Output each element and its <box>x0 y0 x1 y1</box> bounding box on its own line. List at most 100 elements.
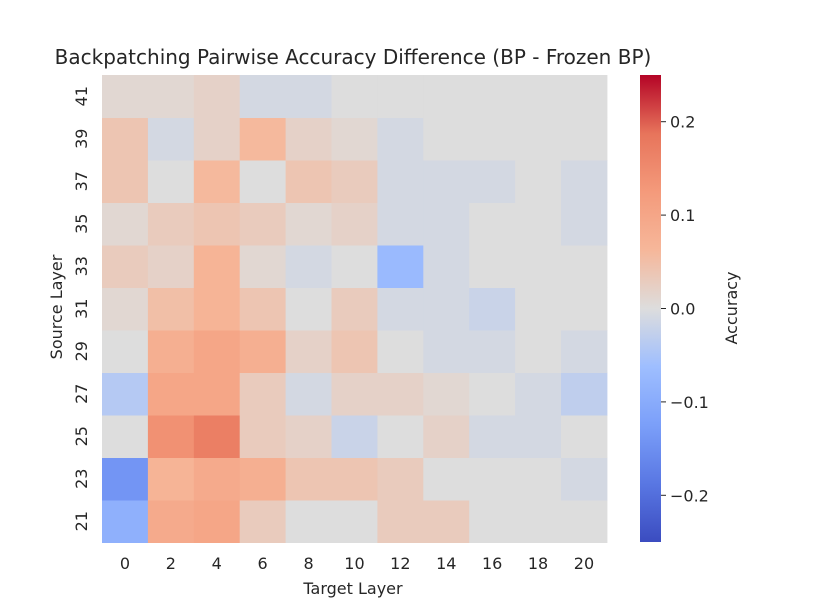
y-tick-label: 33 <box>72 256 91 276</box>
heatmap-cell-41-10 <box>331 75 378 118</box>
heatmap-cell-23-8 <box>285 457 332 501</box>
heatmap-cell-39-4 <box>193 117 241 161</box>
heatmap-cell-39-6 <box>239 117 287 161</box>
heatmap-cell-23-18 <box>515 457 562 501</box>
heatmap-cell-33-16 <box>469 245 516 288</box>
heatmap-cell-31-20 <box>561 287 608 331</box>
heatmap-cell-33-18 <box>515 245 562 288</box>
heatmap-cell-27-2 <box>147 372 195 416</box>
heatmap-cell-35-18 <box>515 202 562 246</box>
heatmap-cell-27-4 <box>193 372 241 416</box>
heatmap-cell-25-12 <box>377 415 424 458</box>
y-tick-label: 31 <box>72 299 91 319</box>
heatmap-cell-27-10 <box>331 372 378 416</box>
heatmap-cell-31-4 <box>193 287 241 331</box>
colorbar-tick-label: −0.2 <box>670 486 709 505</box>
heatmap-cell-23-2 <box>147 457 195 501</box>
heatmap-cell-31-0 <box>102 287 149 331</box>
heatmap-cell-29-12 <box>377 330 424 373</box>
heatmap-cell-41-4 <box>193 75 241 118</box>
colorbar-tick-label: 0.0 <box>670 300 695 319</box>
heatmap-cell-37-14 <box>423 160 470 203</box>
heatmap-cell-37-2 <box>147 160 195 203</box>
colorbar-tick-label: 0.1 <box>670 206 695 225</box>
heatmap-cell-41-0 <box>102 75 149 118</box>
heatmap-cell-31-8 <box>285 287 332 331</box>
heatmap-cell-27-16 <box>469 372 516 416</box>
heatmap-cell-41-18 <box>515 75 562 118</box>
x-tick-label: 18 <box>528 554 548 573</box>
y-tick-label: 25 <box>72 426 91 446</box>
heatmap-cell-21-6 <box>239 500 287 543</box>
x-tick-label: 16 <box>482 554 502 573</box>
heatmap-cell-25-0 <box>102 415 149 458</box>
heatmap-cell-27-8 <box>285 372 332 416</box>
x-tick-label: 14 <box>436 554 456 573</box>
y-axis-label: Source Layer <box>47 254 66 359</box>
heatmap-cell-35-12 <box>377 202 424 246</box>
heatmap-cell-25-18 <box>515 415 562 458</box>
heatmap-cell-31-12 <box>377 287 424 331</box>
heatmap-cell-23-4 <box>193 457 241 501</box>
heatmap-cell-25-10 <box>331 415 378 458</box>
heatmap-cell-29-0 <box>102 330 149 373</box>
heatmap-cell-39-20 <box>561 117 608 161</box>
heatmap-cell-27-6 <box>239 372 287 416</box>
heatmap-cell-29-4 <box>193 330 241 373</box>
heatmap-cell-21-8 <box>285 500 332 543</box>
heatmap-cell-33-2 <box>147 245 195 288</box>
heatmap-cell-41-2 <box>147 75 195 118</box>
x-tick-label: 10 <box>344 554 364 573</box>
heatmap-cell-41-20 <box>561 75 608 118</box>
heatmap-cell-25-14 <box>423 415 470 458</box>
x-axis-label: Target Layer <box>302 579 403 598</box>
heatmap-cell-21-0 <box>102 500 149 543</box>
colorbar <box>640 75 661 542</box>
heatmap-cell-29-20 <box>561 330 608 373</box>
y-tick-label: 37 <box>72 171 91 191</box>
x-tick-label: 20 <box>574 554 594 573</box>
y-tick-label: 39 <box>72 129 91 149</box>
heatmap-cell-23-10 <box>331 457 378 501</box>
heatmap-cell-35-2 <box>147 202 195 246</box>
x-tick-label: 0 <box>120 554 130 573</box>
heatmap-cell-23-16 <box>469 457 516 501</box>
heatmap-cell-35-20 <box>561 202 608 246</box>
chart-title: Backpatching Pairwise Accuracy Differenc… <box>55 45 652 69</box>
heatmap-cell-23-12 <box>377 457 424 501</box>
colorbar-tick-label: −0.1 <box>670 393 709 412</box>
heatmap-cell-37-10 <box>331 160 378 203</box>
heatmap-cell-31-2 <box>147 287 195 331</box>
heatmap-cell-29-8 <box>285 330 332 373</box>
heatmap-cell-21-14 <box>423 500 470 543</box>
y-tick-label: 21 <box>72 511 91 531</box>
heatmap-cell-27-18 <box>515 372 562 416</box>
heatmap-cell-29-2 <box>147 330 195 373</box>
heatmap-cell-31-16 <box>469 287 516 331</box>
heatmap-cell-39-18 <box>515 117 562 161</box>
heatmap-cell-29-10 <box>331 330 378 373</box>
y-tick-label: 23 <box>72 469 91 489</box>
heatmap-cell-27-12 <box>377 372 424 416</box>
heatmap-cell-37-6 <box>239 160 287 203</box>
heatmap-cell-23-20 <box>561 457 608 501</box>
heatmap-cell-29-6 <box>239 330 287 373</box>
heatmap-cell-35-16 <box>469 202 516 246</box>
heatmap-cell-23-0 <box>102 457 149 501</box>
heatmap-cell-33-12 <box>377 245 424 288</box>
x-tick-label: 6 <box>258 554 268 573</box>
heatmap-cell-27-14 <box>423 372 470 416</box>
heatmap-cell-25-8 <box>285 415 332 458</box>
heatmap-cell-41-14 <box>423 75 470 118</box>
heatmap-cell-21-20 <box>561 500 608 543</box>
heatmap-cell-35-4 <box>193 202 241 246</box>
heatmap-cell-39-2 <box>147 117 195 161</box>
x-tick-label: 2 <box>166 554 176 573</box>
heatmap-cell-33-6 <box>239 245 287 288</box>
heatmap-cell-39-14 <box>423 117 470 161</box>
colorbar-tick-label: 0.2 <box>670 113 695 132</box>
y-tick-label: 29 <box>72 341 91 361</box>
heatmap-cell-33-4 <box>193 245 241 288</box>
heatmap-cell-33-20 <box>561 245 608 288</box>
